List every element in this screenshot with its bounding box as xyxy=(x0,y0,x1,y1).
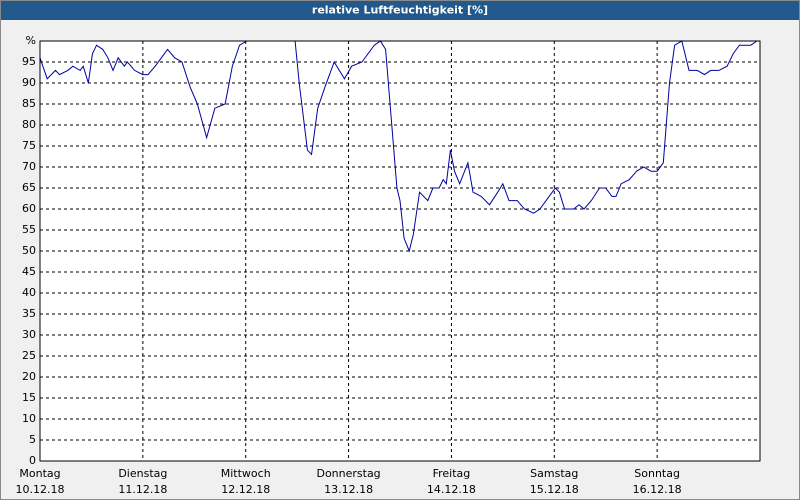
x-tick-label: Montag xyxy=(19,467,60,480)
y-tick-label: 15 xyxy=(22,391,36,404)
marks xyxy=(39,40,758,253)
y-tick-label: 25 xyxy=(22,349,36,362)
y-tick-label: 80 xyxy=(22,118,36,131)
x-tick-label: Dienstag xyxy=(118,467,167,480)
y-tick-label: 45 xyxy=(22,265,36,278)
x-tick-label: Donnerstag xyxy=(316,467,380,480)
y-tick-label: 35 xyxy=(22,307,36,320)
x-tick-label: Sonntag xyxy=(634,467,680,480)
grid xyxy=(39,40,760,462)
y-tick-label: 95 xyxy=(22,55,36,68)
x-tick-label: Freitag xyxy=(433,467,471,480)
data-line xyxy=(39,40,758,253)
y-tick-label: 0 xyxy=(29,454,36,467)
chart-title: relative Luftfeuchtigkeit [%] xyxy=(312,4,488,17)
x-tick-date: 15.12.18 xyxy=(530,483,579,496)
x-tick-label: Samstag xyxy=(530,467,578,480)
y-tick-label: % xyxy=(26,34,36,47)
plot-frame xyxy=(39,40,761,462)
y-tick-label: 30 xyxy=(22,328,36,341)
x-tick-label: Mittwoch xyxy=(221,467,271,480)
title-bar xyxy=(0,0,800,20)
x-tick-date: 11.12.18 xyxy=(118,483,167,496)
y-tick-label: 20 xyxy=(22,370,36,383)
y-tick-label: 70 xyxy=(22,160,36,173)
y-tick-label: 55 xyxy=(22,223,36,236)
y-tick-label: 75 xyxy=(22,139,36,152)
x-tick-date: 13.12.18 xyxy=(324,483,373,496)
y-tick-label: 90 xyxy=(22,76,36,89)
y-tick-label: 10 xyxy=(22,412,36,425)
y-tick-label: 65 xyxy=(22,181,36,194)
y-tick-label: 60 xyxy=(22,202,36,215)
y-tick-label: 85 xyxy=(22,97,36,110)
y-tick-label: 40 xyxy=(22,286,36,299)
x-tick-date: 12.12.18 xyxy=(221,483,270,496)
x-tick-date: 14.12.18 xyxy=(427,483,476,496)
y-tick-label: 5 xyxy=(29,433,36,446)
x-tick-date: 10.12.18 xyxy=(16,483,65,496)
x-tick-date: 16.12.18 xyxy=(633,483,682,496)
y-tick-label: 50 xyxy=(22,244,36,257)
